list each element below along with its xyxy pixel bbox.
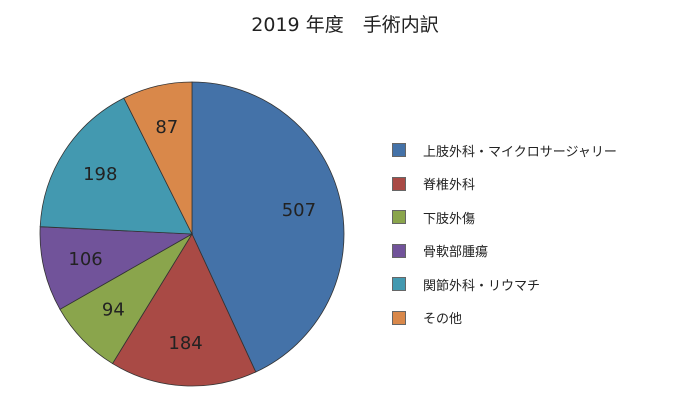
- legend-label: 関節外科・リウマチ: [423, 278, 541, 294]
- legend-swatch: [392, 277, 406, 292]
- pie-slice-1: [111, 233, 257, 387]
- pie-slice-3: [39, 226, 194, 310]
- pie-slice-5: [123, 81, 193, 235]
- pie-slice-label-0: 507: [282, 200, 316, 221]
- legend-item: 脊椎外科: [392, 176, 617, 194]
- legend-label: 骨軟部腫瘍: [423, 245, 489, 261]
- legend-item: 関節外科・リウマチ: [392, 276, 617, 294]
- pie-slice-4: [39, 97, 193, 235]
- legend-label: 下肢外傷: [423, 211, 476, 227]
- legend-item: 骨軟部腫瘍: [392, 243, 617, 261]
- legend-swatch: [392, 243, 406, 258]
- legend-label: その他: [423, 312, 463, 328]
- legend-swatch: [392, 176, 406, 191]
- legend-swatch: [392, 143, 406, 157]
- legend-item: その他: [392, 310, 617, 328]
- legend-swatch: [392, 310, 406, 325]
- chart-title: 2019 年度 手術内訳: [251, 14, 439, 36]
- legend-label: 上肢外科・マイクロサージャリー: [423, 144, 617, 160]
- pie-slice-0: [191, 81, 345, 373]
- legend-item: 下肢外傷: [392, 209, 617, 227]
- pie-slice-label-1: 184: [168, 333, 202, 354]
- pie-slice-label-2: 94: [102, 300, 125, 321]
- legend-item: 上肢外科・マイクロサージャリー: [392, 142, 617, 160]
- pie-slice-label-4: 198: [83, 164, 117, 185]
- legend-swatch: [392, 210, 406, 225]
- legend-label: 脊椎外科: [423, 178, 476, 194]
- legend: 上肢外科・マイクロサージャリー 脊椎外科下肢外傷骨軟部腫瘍関節外科・リウマチ その他: [392, 142, 617, 344]
- pie-slice-label-5: 87: [155, 117, 178, 138]
- pie-slice-label-3: 106: [68, 249, 102, 270]
